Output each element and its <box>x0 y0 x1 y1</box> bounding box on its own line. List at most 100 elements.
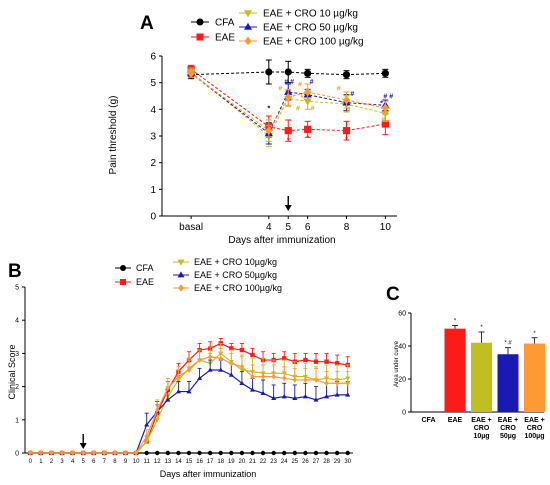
b-point-CFA <box>282 450 287 456</box>
b-point-CRO50 <box>207 367 213 372</box>
panel-a-x-label: Days after immunization <box>228 235 335 246</box>
a-x-tick-label: 4 <box>266 222 272 233</box>
b-x-tick-label: 0 <box>29 459 33 465</box>
b-legend-label: EAE + CRO 100µg/kg <box>194 283 282 293</box>
panel-b-series <box>27 338 351 456</box>
a-annotation: * <box>380 100 383 107</box>
a-annotation: * <box>345 136 348 143</box>
c-category-label: EAE + <box>471 417 491 424</box>
a-annotation: * <box>306 135 309 142</box>
b-y-tick-label: 0 <box>15 451 19 458</box>
c-bar-CRO10 <box>471 342 492 412</box>
a-legend-marker <box>243 22 253 30</box>
a-y-tick-label: 0 <box>150 212 156 223</box>
a-legend-label: EAE + CRO 50 µg/kg <box>263 23 358 34</box>
a-annotation: # # <box>284 79 294 86</box>
a-legend-marker <box>244 36 252 46</box>
b-point-CRO50 <box>228 372 234 377</box>
c-y-tick-label: 40 <box>398 344 406 351</box>
panel-a-chart: CFA EAE EAE + CRO 10 µg/kg EAE + CRO 50 µg/… <box>108 9 397 246</box>
b-y-tick-label: 5 <box>15 285 19 292</box>
c-y-tick-label: 60 <box>398 311 406 318</box>
b-x-tick-label: 2 <box>50 459 54 465</box>
b-point-CFA <box>229 450 234 456</box>
a-x-tick-label: 10 <box>380 222 392 233</box>
panel-b-legend: CFA EAE EAE + CRO 10µg/kg EAE + CRO 50µg/kg… <box>115 257 282 293</box>
b-x-tick-label: 29 <box>334 459 341 465</box>
a-point-CRO100 <box>187 68 195 78</box>
b-point-EAE <box>250 352 255 358</box>
a-legend-label: EAE + CRO 100 µg/kg <box>263 37 364 48</box>
a-point-EAE <box>284 127 292 135</box>
c-category-label: CRO <box>500 425 516 432</box>
a-legend-marker <box>243 10 253 18</box>
c-y-tick-label: 0 <box>402 410 406 417</box>
b-point-CRO100 <box>38 450 44 456</box>
panel-b-x-label: Days after immunization <box>160 469 257 479</box>
c-bar-annotation: * # <box>504 341 512 347</box>
panel-a-series <box>186 59 390 148</box>
b-x-tick-label: 12 <box>154 459 161 465</box>
a-y-tick-label: 3 <box>150 132 156 143</box>
a-annotation: * <box>267 106 270 113</box>
c-bar-EAE <box>444 328 466 412</box>
b-point-CRO50 <box>186 388 192 394</box>
b-point-CFA <box>144 450 149 456</box>
a-annotation: # <box>298 82 302 89</box>
a-x-tick-label: basal <box>179 222 203 233</box>
b-point-CRO100 <box>70 450 75 456</box>
a-point-CFA <box>381 69 389 77</box>
b-x-tick-label: 16 <box>196 459 203 465</box>
b-point-EAE <box>229 346 234 351</box>
b-point-CRO100 <box>313 377 319 383</box>
b-point-CRO100 <box>292 377 298 383</box>
b-point-CRO50 <box>144 422 150 427</box>
a-point-CFA <box>342 71 351 79</box>
b-y-tick-label: 2 <box>15 384 19 391</box>
a-line-CRO100 <box>190 72 386 132</box>
a-annotation: # <box>337 86 341 93</box>
b-point-CRO100 <box>155 407 160 413</box>
a-point-EAE <box>342 127 351 135</box>
b-point-CRO100 <box>165 385 171 392</box>
a-annotation: # <box>346 107 350 114</box>
a-point-CFA <box>265 68 273 76</box>
b-point-CRO100 <box>250 373 255 380</box>
b-x-tick-label: 20 <box>239 459 246 465</box>
b-legend-label: EAE + CRO 50µg/kg <box>194 270 277 280</box>
c-category-label: 100µg <box>525 433 545 440</box>
b-x-tick-label: 15 <box>186 459 193 465</box>
c-bar-CRO50 <box>497 354 519 412</box>
a-y-tick-label: 6 <box>150 52 156 63</box>
a-legend-marker <box>196 33 204 41</box>
a-legend-label: CFA <box>215 18 235 29</box>
b-x-tick-label: 11 <box>144 459 151 465</box>
panel-a-legend: CFA EAE EAE + CRO 10 µg/kg EAE + CRO 50 µg/… <box>191 9 364 48</box>
a-line-CRO50 <box>190 72 386 135</box>
b-x-tick-label: 4 <box>71 459 75 465</box>
b-point-CRO50 <box>345 392 351 397</box>
c-category-label: CRO <box>527 425 543 432</box>
b-point-CRO100 <box>186 367 192 373</box>
b-point-EAE <box>282 356 287 361</box>
b-point-CRO10 <box>154 418 160 423</box>
b-point-CFA <box>218 450 223 456</box>
b-point-CRO100 <box>324 380 329 387</box>
b-point-CFA <box>313 450 319 456</box>
panel-a-y-label: Pain threshold (g) <box>108 96 119 175</box>
b-point-CRO100 <box>229 360 234 367</box>
a-line-CRO10 <box>190 71 386 137</box>
b-point-CRO100 <box>112 450 118 456</box>
b-point-CRO100 <box>133 450 139 456</box>
b-point-CRO100 <box>144 433 149 440</box>
a-annotation: * <box>384 123 387 130</box>
b-x-tick-label: 7 <box>103 459 107 465</box>
b-point-CRO50 <box>281 393 287 399</box>
c-bar-CFA <box>418 411 439 413</box>
c-bar-annotation: * <box>533 331 536 337</box>
b-point-CRO100 <box>345 380 350 387</box>
a-annotation: # <box>279 86 283 93</box>
a-annotation: # # <box>383 94 393 101</box>
